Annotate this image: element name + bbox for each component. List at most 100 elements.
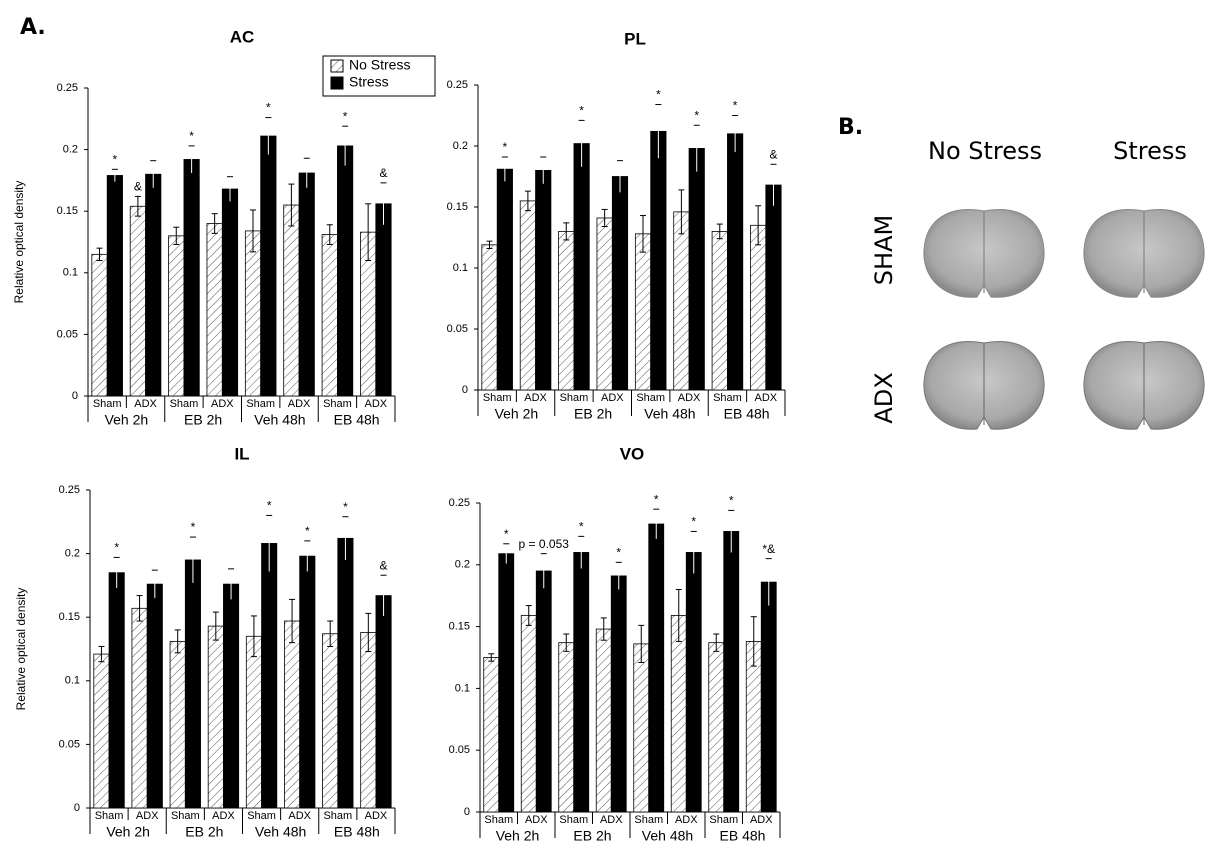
- x-tick-label: ADX: [365, 810, 388, 822]
- y-tick-label: 0.1: [65, 675, 80, 687]
- bar: [284, 205, 299, 396]
- x-tick-label: Sham: [484, 814, 513, 826]
- y-tick-label: 0.1: [453, 262, 468, 274]
- bar: [92, 254, 107, 396]
- x-tick-label: Sham: [170, 398, 199, 410]
- brain-images: [924, 210, 1204, 430]
- group-label: EB 48h: [334, 412, 380, 428]
- bar: [376, 204, 391, 396]
- x-tick-label: ADX: [755, 392, 778, 404]
- x-tick-label: Sham: [246, 398, 275, 410]
- x-tick-label: Sham: [634, 814, 663, 826]
- bar: [261, 136, 276, 396]
- bar: [724, 531, 739, 812]
- y-tick-label: 0.05: [447, 323, 468, 335]
- group-label: Veh 48h: [644, 406, 695, 422]
- x-tick-label: ADX: [600, 814, 623, 826]
- group-label: EB 48h: [724, 406, 770, 422]
- annotation: *: [267, 499, 272, 513]
- y-tick-label: 0: [462, 384, 468, 396]
- y-tick-label: 0.05: [449, 744, 470, 756]
- bar: [109, 573, 124, 808]
- y-tick-label: 0: [74, 802, 80, 814]
- annotation: *: [694, 108, 699, 122]
- bar: [185, 560, 200, 808]
- bar: [322, 235, 337, 396]
- y-tick-label: 0.25: [449, 497, 470, 509]
- x-tick-label: ADX: [525, 814, 548, 826]
- y-axis-label: Relative optical density: [14, 588, 28, 711]
- bar: [709, 643, 724, 812]
- x-tick-label: Sham: [171, 810, 200, 822]
- group-label: Veh 2h: [496, 828, 540, 844]
- bar: [262, 543, 277, 808]
- y-tick-label: 0.2: [453, 140, 468, 152]
- group-label: EB 2h: [574, 406, 612, 422]
- annotation: *: [266, 101, 271, 115]
- annotation: *: [114, 541, 119, 555]
- bar: [611, 576, 626, 812]
- x-tick-label: ADX: [524, 392, 547, 404]
- bar: [184, 159, 199, 396]
- x-tick-label: Sham: [323, 398, 352, 410]
- bar: [766, 185, 781, 390]
- group-label: Veh 48h: [255, 824, 306, 840]
- x-tick-label: Sham: [93, 398, 122, 410]
- x-tick-label: Sham: [483, 392, 512, 404]
- column-label: Stress: [1113, 137, 1187, 165]
- bar: [223, 584, 238, 808]
- y-tick-label: 0.15: [57, 205, 78, 217]
- x-tick-label: ADX: [288, 810, 311, 822]
- bar: [245, 231, 260, 396]
- bar: [574, 144, 589, 390]
- x-tick-label: ADX: [750, 814, 773, 826]
- x-tick-label: Sham: [636, 392, 665, 404]
- annotation: *: [733, 99, 738, 113]
- annotation: *: [504, 527, 509, 541]
- x-tick-label: ADX: [211, 398, 234, 410]
- annotation: *: [343, 109, 348, 123]
- group-label: EB 2h: [185, 824, 223, 840]
- bar: [649, 524, 664, 812]
- bar: [671, 615, 686, 812]
- x-tick-label: ADX: [675, 814, 698, 826]
- column-label: No Stress: [928, 137, 1042, 165]
- bar: [147, 584, 162, 808]
- bar: [559, 643, 574, 812]
- legend-label: Stress: [349, 74, 389, 90]
- y-tick-label: 0.2: [63, 144, 78, 156]
- chart-title: IL: [234, 444, 249, 463]
- chart-title: VO: [620, 444, 645, 463]
- bar: [170, 641, 185, 808]
- bar: [521, 615, 536, 812]
- x-tick-label: Sham: [709, 814, 738, 826]
- y-tick-label: 0.1: [455, 682, 470, 694]
- annotation: &: [380, 558, 388, 572]
- y-tick-label: 0.2: [65, 548, 80, 560]
- annotation: *: [191, 520, 196, 534]
- bar: [207, 224, 222, 396]
- bar: [686, 552, 701, 812]
- row-label: SHAM: [870, 215, 898, 285]
- annotation: *: [616, 545, 621, 559]
- x-tick-label: Sham: [95, 810, 124, 822]
- y-tick-label: 0.25: [57, 82, 78, 94]
- annotation: &: [379, 166, 387, 180]
- y-axis-label: Relative optical density: [12, 181, 26, 304]
- bar: [597, 218, 612, 390]
- annotation: &: [134, 180, 142, 194]
- bar: [727, 134, 742, 390]
- bar: [246, 636, 261, 808]
- x-tick-label: Sham: [323, 810, 352, 822]
- group-label: Veh 2h: [105, 412, 149, 428]
- bar: [284, 621, 299, 808]
- annotation: *: [654, 492, 659, 506]
- bar: [596, 629, 611, 812]
- y-tick-label: 0.05: [59, 738, 80, 750]
- bar: [132, 608, 147, 808]
- x-tick-label: Sham: [713, 392, 742, 404]
- group-label: Veh 48h: [642, 828, 693, 844]
- annotation: &: [769, 147, 777, 161]
- bar: [761, 582, 776, 812]
- group-label: EB 48h: [720, 828, 766, 844]
